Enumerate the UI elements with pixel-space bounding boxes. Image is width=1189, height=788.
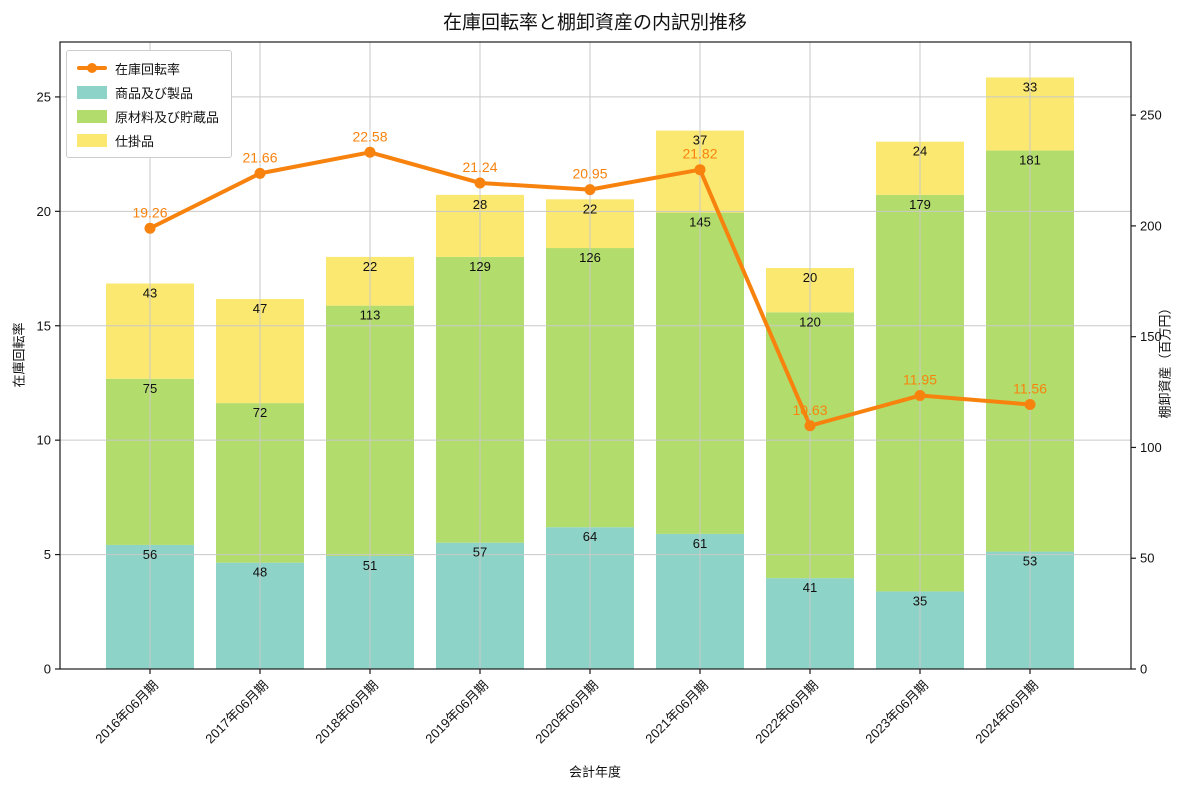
x-axis-label: 会計年度 [568, 764, 622, 780]
bar-value-label: 72 [253, 405, 267, 420]
x-tick-label: 2016年06月期 [92, 678, 161, 747]
bar-value-label: 57 [473, 545, 487, 560]
bar-value-label: 24 [913, 144, 927, 159]
legend: 在庫回転率商品及び製品原材料及び貯蔵品 仕掛品 [66, 50, 233, 158]
bar-value-label: 64 [583, 529, 597, 544]
bar-value-label: 43 [143, 285, 157, 300]
legend-label: 在庫回転率 [115, 61, 181, 77]
line-marker [474, 177, 486, 189]
legend-color-patch-icon [77, 85, 107, 99]
legend-item: 原材料及び貯蔵品 [77, 106, 219, 126]
line-marker [804, 420, 816, 432]
legend-color-patch-icon [77, 109, 107, 123]
line-marker [254, 167, 266, 179]
right-tick-label: 50 [1140, 551, 1154, 566]
left-tick-label: 20 [37, 204, 51, 219]
bar-value-label: 61 [693, 536, 707, 551]
line-value-label: 22.58 [352, 128, 387, 144]
bar-value-label: 20 [803, 270, 817, 285]
bar-value-label: 126 [579, 250, 601, 265]
line-value-label: 19.26 [132, 204, 167, 220]
legend-item: 在庫回転率 [77, 58, 219, 78]
line-marker [1024, 398, 1036, 410]
line-value-label: 20.95 [572, 166, 607, 182]
bar-value-label: 41 [803, 580, 817, 595]
bar-value-label: 37 [693, 133, 707, 148]
bar-value-label: 28 [473, 197, 487, 212]
x-tick-label: 2018年06月期 [312, 678, 381, 747]
bar-value-label: 48 [253, 565, 267, 580]
bar-value-label: 75 [143, 381, 157, 396]
line-marker [364, 146, 376, 158]
legend-label: 原材料及び貯蔵品 [115, 109, 220, 125]
right-tick-label: 0 [1140, 662, 1147, 677]
line-value-label: 21.82 [682, 146, 717, 162]
line-value-label: 21.24 [462, 159, 497, 175]
left-axis-label: 在庫回転率 [11, 322, 27, 388]
right-tick-label: 250 [1140, 108, 1162, 123]
x-tick-label: 2022年06月期 [752, 678, 821, 747]
left-tick-label: 15 [37, 318, 51, 333]
bar-value-label: 51 [363, 558, 377, 573]
x-tick-label: 2020年06月期 [532, 678, 601, 747]
bar-value-label: 181 [1019, 153, 1041, 168]
x-tick-label: 2023年06月期 [862, 678, 931, 747]
bar-value-label: 145 [689, 215, 711, 230]
bar-value-label: 35 [913, 593, 927, 608]
line-value-label: 11.95 [903, 372, 937, 388]
legend-label: 仕掛品 [115, 133, 155, 149]
bar-value-label: 33 [1023, 79, 1037, 94]
bar-value-label: 113 [360, 308, 381, 323]
line-marker [144, 222, 156, 234]
x-tick-label: 2019年06月期 [422, 678, 491, 747]
line-marker [584, 184, 596, 196]
left-tick-label: 5 [44, 547, 51, 562]
line-marker [914, 390, 926, 402]
legend-line-dot [87, 63, 97, 73]
right-axis-label: 棚卸資産（百万円） [1157, 301, 1173, 419]
line-value-label: 10.63 [792, 402, 827, 418]
bar-value-label: 22 [583, 201, 597, 216]
bar-value-label: 22 [363, 259, 377, 274]
right-tick-label: 150 [1140, 329, 1162, 344]
legend-item: 仕掛品 [77, 130, 219, 150]
legend-color-patch-icon [77, 133, 107, 147]
bar-value-label: 56 [143, 547, 157, 562]
left-tick-label: 25 [37, 89, 51, 104]
right-tick-label: 200 [1140, 218, 1162, 233]
left-tick-label: 10 [37, 433, 51, 448]
bar-value-label: 120 [799, 314, 821, 329]
chart-title: 在庫回転率と棚卸資産の内訳別推移 [442, 12, 748, 34]
bar-value-label: 53 [1023, 554, 1037, 569]
bar-value-label: 47 [253, 301, 267, 316]
bar-value-label: 129 [469, 259, 491, 274]
left-tick-label: 0 [44, 662, 51, 677]
right-tick-label: 100 [1140, 440, 1162, 455]
legend-line-marker-icon [77, 61, 107, 75]
line-value-label: 21.66 [242, 149, 277, 165]
x-tick-label: 2017年06月期 [202, 678, 271, 747]
line-marker [694, 164, 706, 176]
line-value-label: 11.56 [1013, 380, 1047, 396]
plot-frame [59, 41, 1132, 670]
legend-item: 商品及び製品 [77, 82, 219, 102]
legend-label: 商品及び製品 [115, 85, 194, 101]
bar-value-label: 179 [909, 197, 931, 212]
x-tick-label: 2021年06月期 [642, 678, 711, 747]
x-tick-label: 2024年06月期 [972, 678, 1041, 747]
